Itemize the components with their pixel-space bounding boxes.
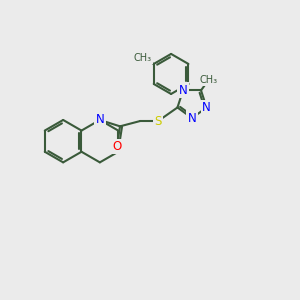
Text: CH₃: CH₃ bbox=[134, 53, 152, 63]
Text: O: O bbox=[112, 140, 122, 153]
Text: N: N bbox=[178, 84, 188, 97]
Text: CH₃: CH₃ bbox=[200, 75, 218, 85]
Text: N: N bbox=[202, 101, 211, 114]
Text: N: N bbox=[95, 113, 104, 127]
Text: S: S bbox=[154, 115, 162, 128]
Text: N: N bbox=[188, 112, 196, 124]
Text: O: O bbox=[112, 140, 122, 153]
Text: S: S bbox=[154, 115, 162, 128]
Text: N: N bbox=[202, 101, 211, 114]
Text: N: N bbox=[188, 112, 196, 124]
Text: N: N bbox=[178, 84, 188, 97]
Text: N: N bbox=[95, 113, 104, 127]
